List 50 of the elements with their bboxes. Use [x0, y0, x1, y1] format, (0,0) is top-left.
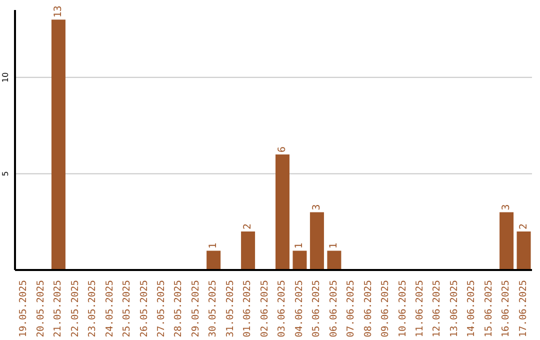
data-label: 1 — [328, 242, 340, 249]
y-tick-label: 10 — [1, 72, 10, 82]
x-tick-label: 30.05.2025 — [208, 280, 219, 338]
x-tick-label: 14.06.2025 — [466, 280, 478, 338]
x-tick-label: 11.06.2025 — [414, 280, 426, 338]
bar — [241, 231, 256, 270]
bar — [206, 250, 221, 270]
x-tick-label: 24.05.2025 — [104, 280, 116, 338]
y-tick-label: 5 — [1, 171, 10, 176]
bar — [292, 250, 307, 270]
x-tick-label: 10.06.2025 — [397, 280, 408, 338]
x-tick-label: 26.05.2025 — [138, 280, 150, 338]
bar — [310, 212, 324, 270]
x-tick-label: 17.06.2025 — [518, 280, 529, 338]
x-tick-label: 20.05.2025 — [35, 280, 46, 338]
data-label: 1 — [208, 242, 220, 249]
bar — [276, 154, 290, 270]
x-tick-label: 28.05.2025 — [173, 280, 184, 338]
data-label: 1 — [294, 242, 306, 249]
x-tick-label: 16.06.2025 — [500, 280, 512, 338]
x-tick-label: 07.06.2025 — [346, 280, 357, 338]
x-tick-label: 23.05.2025 — [87, 280, 98, 338]
x-tick-label: 13.06.2025 — [448, 280, 460, 338]
x-tick-label: 02.06.2025 — [259, 280, 270, 338]
data-label: 2 — [242, 223, 254, 230]
x-tick-label: 21.05.2025 — [52, 280, 64, 338]
x-tick-label: 08.06.2025 — [362, 280, 374, 338]
bar — [51, 20, 66, 270]
data-label: 2 — [518, 223, 530, 230]
data-label: 3 — [501, 204, 512, 210]
data-label: 13 — [52, 6, 64, 18]
x-tick-label: 09.06.2025 — [380, 280, 392, 338]
x-tick-label: 04.06.2025 — [294, 280, 305, 338]
x-tick-label: 25.05.2025 — [122, 280, 133, 338]
bar — [516, 231, 531, 270]
x-tick-label: 29.05.2025 — [190, 280, 202, 338]
x-tick-label: 12.06.2025 — [432, 280, 443, 338]
data-label: 3 — [311, 204, 322, 210]
x-tick-label: 03.06.2025 — [276, 280, 288, 338]
x-tick-label: 27.05.2025 — [156, 280, 167, 338]
x-tick-label: 19.05.2025 — [18, 280, 30, 338]
x-tick-label: 05.06.2025 — [311, 280, 322, 338]
x-tick-label: 22.05.2025 — [70, 280, 81, 338]
x-tick-label: 01.06.2025 — [242, 280, 254, 338]
x-tick-label: 31.05.2025 — [224, 280, 236, 338]
data-label: 6 — [277, 146, 288, 152]
bar — [327, 250, 342, 270]
bar — [500, 212, 514, 270]
x-tick-label: 06.06.2025 — [328, 280, 340, 338]
x-tick-label: 15.06.2025 — [483, 280, 494, 338]
